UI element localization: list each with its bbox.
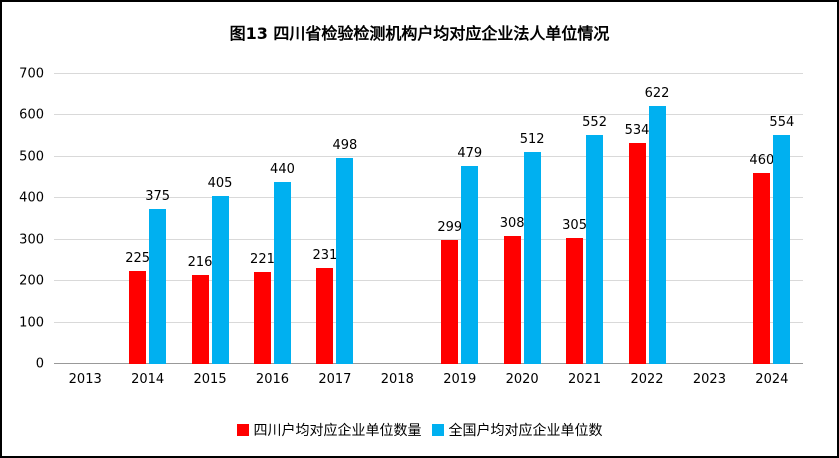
category-group-2017: 231 498 xyxy=(304,74,366,364)
category-group-2013 xyxy=(54,74,116,364)
gridline xyxy=(54,73,803,74)
plot-area: 0 100 200 300 400 500 600 700 225 375 216 405 221 440… xyxy=(19,68,803,371)
y-tick-label: 0 xyxy=(35,356,44,372)
x-tick-label: 2018 xyxy=(380,372,414,387)
bar-value-label: 479 xyxy=(457,145,483,161)
legend-swatch-cyan xyxy=(431,424,444,436)
bar-2022: 622 xyxy=(645,86,669,364)
category-group-2021: 305 552 xyxy=(553,74,615,364)
bar-groups: 225 375 216 405 221 440 231 498 299 479 308 512 305 5… xyxy=(54,74,803,364)
x-tick-label: 2014 xyxy=(131,372,165,387)
legend-label-national: 全国户均对应企业单位数 xyxy=(448,423,603,439)
bar-value-label: 231 xyxy=(312,248,338,264)
bar-value-label: 534 xyxy=(624,122,650,138)
bar-2024: 554 xyxy=(769,115,794,364)
y-tick-label: 400 xyxy=(19,190,44,206)
gridline xyxy=(54,197,803,199)
bar-2024: 460 xyxy=(749,153,774,364)
bar-2021: 552 xyxy=(582,115,607,364)
bar-2020: 308 xyxy=(500,216,525,364)
bar-2016: 221 xyxy=(250,252,275,364)
bar-2015: 405 xyxy=(208,176,232,364)
x-tick-label: 2016 xyxy=(255,372,290,387)
legend-swatch-red xyxy=(236,424,249,436)
x-tick-label: 2020 xyxy=(505,372,539,387)
bar-2020: 512 xyxy=(520,132,545,364)
bar-2019: 299 xyxy=(437,220,462,364)
bar-value-label: 440 xyxy=(270,161,295,177)
chart-title: 图13 四川省检验检测机构户均对应企业法人单位情况 xyxy=(229,24,610,43)
category-group-2018 xyxy=(366,74,428,364)
x-tick-label: 2017 xyxy=(318,372,352,387)
x-axis-line xyxy=(54,363,803,364)
category-group-2016: 221 440 xyxy=(241,74,303,364)
bar-value-label: 512 xyxy=(519,131,545,147)
legend: 四川户均对应企业单位数量 全国户均对应企业单位数 xyxy=(2,420,837,440)
x-tick-label: 2023 xyxy=(692,372,726,387)
bar-value-label: 375 xyxy=(145,188,171,204)
gridline xyxy=(54,321,803,323)
bar-2019: 479 xyxy=(457,146,482,364)
gridline xyxy=(54,114,803,116)
y-tick-label: 500 xyxy=(19,149,44,165)
bar-value-label: 299 xyxy=(437,220,463,236)
legend-label-sichuan: 四川户均对应企业单位数量 xyxy=(253,423,422,439)
bar-value-label: 308 xyxy=(499,216,525,232)
bar-value-label: 216 xyxy=(187,254,213,270)
bar-value-label: 405 xyxy=(207,176,233,192)
bar-value-label: 305 xyxy=(562,217,587,233)
y-tick-label: 300 xyxy=(19,232,44,248)
bar-2015: 216 xyxy=(188,255,212,364)
x-tick-label: 2022 xyxy=(630,372,664,387)
category-group-2019: 299 479 xyxy=(429,74,491,364)
bar-value-label: 221 xyxy=(250,252,275,268)
bar-value-label: 498 xyxy=(332,137,358,153)
x-tick-label: 2013 xyxy=(68,372,102,387)
bar-2014: 375 xyxy=(145,189,170,364)
bar-2021: 305 xyxy=(562,218,587,364)
bar-value-label: 554 xyxy=(769,114,795,130)
category-group-2023 xyxy=(678,74,740,364)
y-tick-label: 600 xyxy=(19,107,44,123)
bar-2017: 231 xyxy=(312,248,337,364)
bar-2014: 225 xyxy=(125,251,150,364)
x-axis-labels: 2013 2014 2015 2016 2017 2018 2019 2020 2021 2022… xyxy=(54,372,803,387)
legend-item-sichuan: 四川户均对应企业单位数量 xyxy=(236,420,422,440)
bar-2016: 440 xyxy=(270,162,295,364)
category-group-2022: 534 622 xyxy=(616,74,678,364)
category-group-2020: 308 512 xyxy=(491,74,553,364)
bar-value-label: 622 xyxy=(644,86,670,102)
y-tick-label: 200 xyxy=(19,273,44,289)
y-tick-label: 100 xyxy=(19,315,44,331)
category-group-2015: 216 405 xyxy=(179,74,241,364)
legend-item-national: 全国户均对应企业单位数 xyxy=(431,420,603,440)
x-tick-label: 2021 xyxy=(568,372,602,387)
category-group-2014: 225 375 xyxy=(116,74,178,364)
gridline xyxy=(54,238,803,240)
bar-2017: 498 xyxy=(332,138,357,364)
x-tick-label: 2024 xyxy=(755,372,789,387)
y-tick-label: 700 xyxy=(19,66,44,82)
bar-value-label: 225 xyxy=(125,250,151,266)
bar-value-label: 460 xyxy=(749,153,775,169)
gridline xyxy=(54,280,803,282)
bar-value-label: 552 xyxy=(582,115,607,131)
x-tick-label: 2019 xyxy=(443,372,477,387)
gridline xyxy=(54,155,803,157)
x-tick-label: 2015 xyxy=(193,372,227,387)
bar-2022: 534 xyxy=(625,123,649,364)
category-group-2024: 460 554 xyxy=(741,74,803,364)
